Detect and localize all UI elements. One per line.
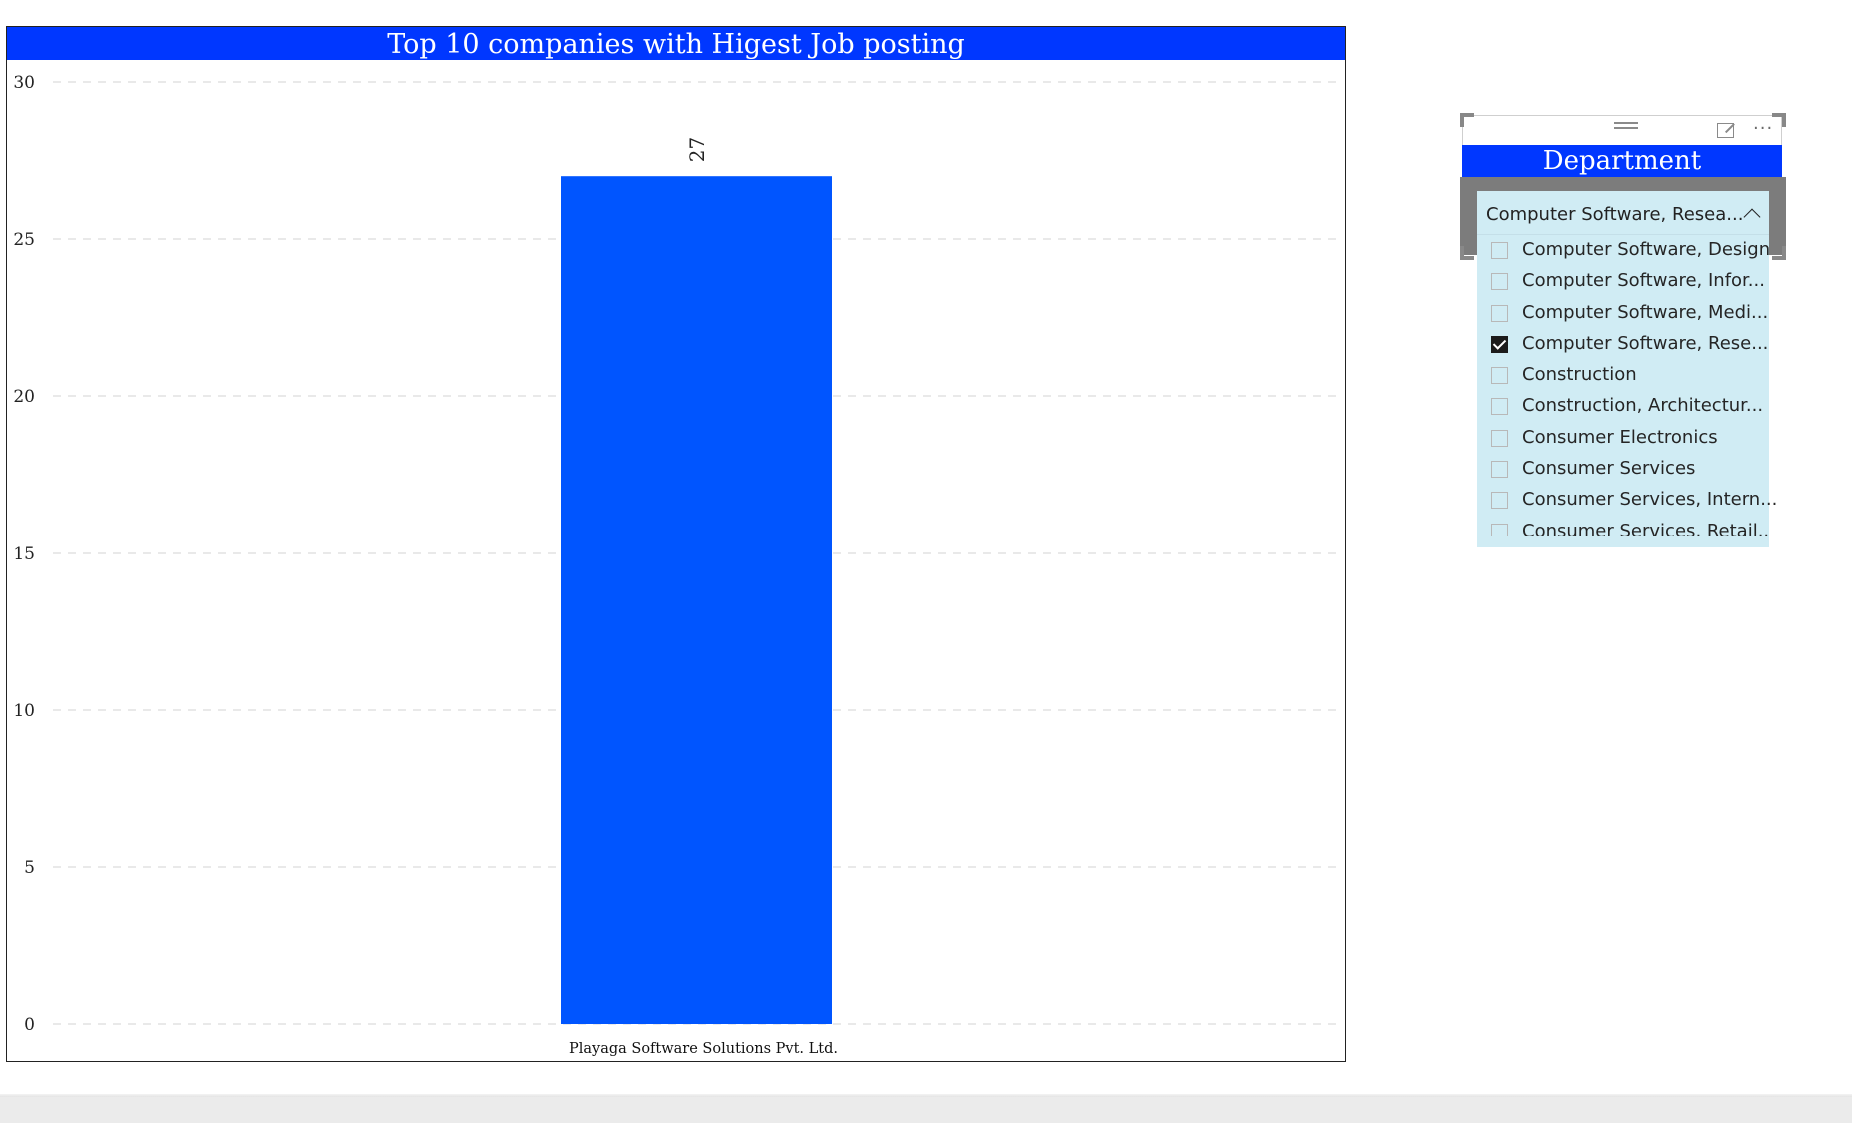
checkbox-icon[interactable]	[1491, 398, 1508, 416]
dropdown-option[interactable]: Consumer Electronics	[1477, 422, 1769, 453]
page-bottom-shadow	[0, 1094, 1852, 1097]
dropdown-option-label: Consumer Services, Retail...	[1522, 520, 1769, 536]
department-dropdown[interactable]: Computer Software, Resea... Computer Sof…	[1477, 191, 1777, 547]
y-tick-label: 10	[13, 701, 35, 721]
more-options-icon[interactable]: ···	[1753, 118, 1774, 139]
resize-handle-top-left[interactable]	[1460, 113, 1474, 127]
dropdown-option-list: Computer Software, Design Computer Softwa…	[1477, 234, 1777, 536]
resize-handle-bottom-right[interactable]	[1772, 246, 1786, 260]
dropdown-selected[interactable]: Computer Software, Resea...	[1477, 191, 1769, 235]
dropdown-selected-value: Computer Software, Resea...	[1486, 204, 1744, 225]
y-tick-label: 0	[24, 1015, 35, 1035]
checkbox-icon[interactable]	[1491, 492, 1508, 510]
y-tick-label: 15	[13, 544, 35, 564]
checkbox-icon[interactable]	[1491, 367, 1508, 385]
y-tick-label: 25	[13, 230, 35, 250]
checkbox-icon[interactable]	[1491, 335, 1508, 353]
dropdown-option[interactable]: Consumer Services	[1477, 453, 1769, 484]
dropdown-option-label: Computer Software, Rese...	[1522, 332, 1769, 354]
dropdown-option-label: Construction, Architectur...	[1522, 395, 1764, 417]
dropdown-option-label: Computer Software, Infor...	[1522, 270, 1765, 292]
dropdown-option-label: Computer Software, Design	[1522, 239, 1771, 260]
page-bottom-area	[0, 1097, 1852, 1123]
bar-chart-visual[interactable]: Top 10 companies with Higest Job posting…	[6, 26, 1346, 1062]
checkbox-icon[interactable]	[1491, 523, 1508, 536]
slicer-header: ···	[1462, 115, 1782, 145]
dropdown-option[interactable]: Construction, Architectur...	[1477, 390, 1769, 421]
y-tick-label: 20	[13, 387, 35, 407]
resize-handle-bottom-left[interactable]	[1460, 246, 1474, 260]
checkbox-icon[interactable]	[1491, 242, 1508, 259]
slicer-title: Department	[1462, 145, 1782, 177]
resize-handle-top-right[interactable]	[1772, 113, 1786, 127]
dropdown-option[interactable]: Computer Software, Design	[1477, 234, 1771, 265]
x-tick-label: Playaga Software Solutions Pvt. Ltd.	[569, 1041, 838, 1057]
dropdown-option-label: Consumer Services, Intern...	[1522, 489, 1778, 511]
dropdown-option-label: Consumer Electronics	[1522, 426, 1718, 448]
checkbox-icon[interactable]	[1491, 461, 1508, 479]
dropdown-option[interactable]: Consumer Services, Retail...	[1477, 516, 1769, 536]
y-tick-label: 30	[13, 73, 35, 93]
dropdown-option[interactable]: Construction	[1477, 359, 1769, 390]
drag-handle-icon[interactable]	[1614, 122, 1638, 134]
dropdown-option[interactable]: Consumer Services, Intern...	[1477, 484, 1777, 515]
dropdown-option[interactable]: Computer Software, Medi...	[1477, 297, 1769, 328]
focus-mode-icon[interactable]	[1717, 123, 1734, 138]
dropdown-option-label: Construction	[1522, 364, 1637, 386]
chart-plot: 0 5 10 15 20 25 30 27 Playaga Software Solutions…	[13, 73, 1342, 1057]
dropdown-option[interactable]: Computer Software, Infor...	[1477, 265, 1769, 296]
dropdown-option-label: Computer Software, Medi...	[1522, 301, 1769, 323]
checkbox-icon[interactable]	[1491, 304, 1508, 322]
checkbox-icon[interactable]	[1491, 273, 1508, 291]
bar[interactable]	[561, 176, 832, 1024]
data-label: 27	[685, 137, 709, 162]
dropdown-option-label: Consumer Services	[1522, 458, 1696, 480]
checkbox-icon[interactable]	[1491, 429, 1508, 447]
y-tick-label: 5	[24, 858, 35, 878]
chart-title: Top 10 companies with Higest Job posting	[7, 27, 1345, 60]
dropdown-option[interactable]: Computer Software, Rese...	[1477, 328, 1769, 359]
chevron-up-icon[interactable]	[1743, 208, 1761, 226]
